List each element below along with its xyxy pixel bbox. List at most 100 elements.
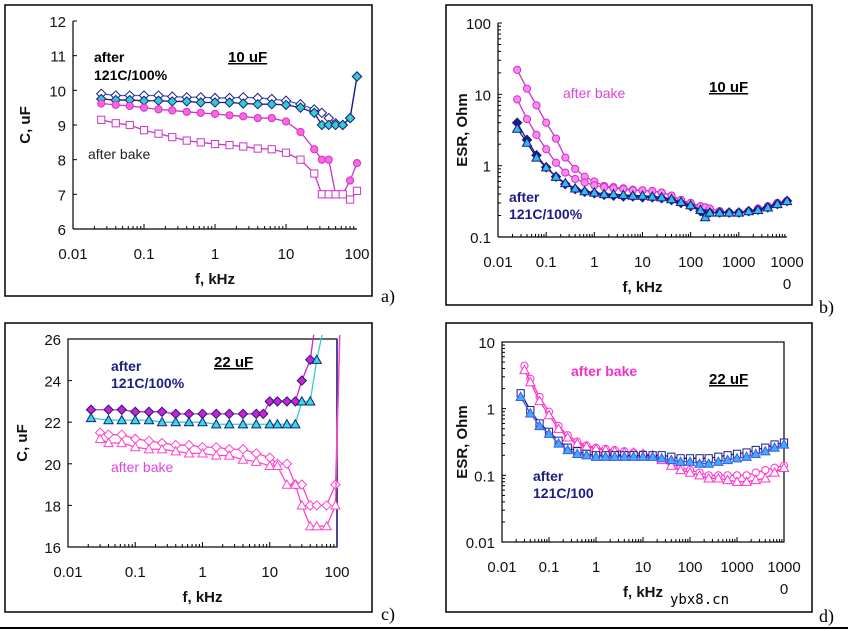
data-point	[281, 478, 293, 489]
data-point	[694, 457, 706, 468]
panel-a-title: 10 uF	[228, 49, 267, 66]
data-point	[103, 414, 114, 425]
panel-c-y-tick-label: 24	[44, 374, 61, 391]
data-point	[511, 123, 523, 133]
data-point	[239, 142, 248, 151]
panel-a-x-tick-label: 100	[344, 246, 369, 263]
data-point	[239, 112, 248, 121]
data-point	[237, 408, 249, 420]
data-point	[210, 449, 222, 460]
data-point	[750, 448, 762, 458]
data-point	[156, 416, 168, 427]
data-point	[223, 418, 235, 429]
panel-a-y-tick-label: 9	[58, 118, 66, 135]
panel-a-annotation-bake: after bake	[88, 146, 150, 162]
data-point	[778, 462, 790, 472]
data-point	[237, 454, 249, 464]
panel-label-c: c)	[381, 604, 395, 625]
panel-c-x-tick-label: 0.01	[53, 564, 82, 581]
data-point	[532, 101, 541, 110]
data-point	[210, 139, 220, 149]
data-point	[272, 396, 283, 407]
data-point	[741, 476, 753, 486]
data-point	[271, 460, 283, 470]
data-point	[534, 420, 546, 431]
panel-d-y-tick-label: 1	[487, 402, 495, 419]
data-point	[143, 443, 155, 454]
data-point	[310, 145, 319, 154]
panel-c-x-axis-title: f, kHz	[182, 589, 222, 606]
data-point	[588, 186, 600, 197]
data-point	[316, 119, 328, 131]
data-point	[656, 191, 668, 202]
data-point	[143, 414, 155, 425]
panel-c-title: 22 uF	[214, 354, 253, 371]
data-point	[733, 206, 745, 217]
data-point	[694, 469, 706, 480]
panel-a-x-tick-label: 0.1	[134, 246, 155, 263]
data-point	[317, 155, 326, 164]
panel-a-annotation-condition: 121C/100%	[94, 67, 168, 83]
data-point	[600, 451, 612, 461]
data-point	[762, 201, 774, 212]
data-point	[534, 395, 546, 406]
data-point	[759, 472, 771, 483]
data-point	[116, 437, 128, 448]
panel-d-x-axis-title: f, kHz	[623, 584, 663, 601]
data-point	[513, 95, 522, 104]
data-point	[156, 406, 168, 418]
data-point	[195, 97, 207, 108]
data-point	[323, 119, 335, 131]
data-point	[103, 437, 114, 448]
data-point	[684, 466, 696, 477]
data-point	[125, 120, 134, 130]
panel-c-series	[85, 334, 341, 547]
panel-d-x-tick-label: 1	[592, 559, 600, 576]
panel-b-x-tick-label: 0.01	[483, 254, 512, 271]
data-point	[346, 176, 355, 185]
data-point	[704, 206, 716, 217]
data-point	[618, 451, 630, 461]
series-line	[101, 102, 358, 195]
series-line	[101, 76, 358, 126]
data-point	[331, 190, 340, 199]
data-point	[139, 103, 149, 112]
data-point	[250, 418, 262, 429]
data-point	[281, 117, 291, 126]
data-point	[223, 408, 235, 420]
panel-a-frame	[4, 4, 373, 297]
data-point	[321, 500, 332, 511]
data-point	[580, 178, 589, 187]
panel-d-x-tick-label: 0.01	[487, 559, 516, 576]
data-point	[296, 395, 308, 406]
panel-a-y-tick-label: 6	[58, 222, 66, 239]
data-point	[209, 97, 221, 108]
panel-a-y-tick-label: 12	[49, 14, 66, 31]
data-point	[524, 376, 536, 387]
panel-d-x-tick-label: 0.1	[539, 559, 560, 576]
data-point	[111, 100, 120, 109]
data-point	[524, 407, 536, 418]
data-point	[722, 454, 734, 465]
data-point	[579, 185, 591, 196]
data-point	[267, 113, 276, 123]
data-point	[210, 418, 222, 429]
panel-d-frame	[445, 322, 813, 613]
data-point	[561, 153, 570, 162]
data-point	[344, 112, 356, 124]
data-point	[608, 188, 619, 199]
data-point	[759, 445, 771, 456]
panel-a-y-tick-label: 11	[50, 49, 66, 66]
panel-label-d: d)	[819, 606, 834, 627]
data-point	[637, 451, 649, 461]
panel-d-y-tick-label: 0.1	[474, 468, 495, 485]
data-point	[296, 375, 308, 386]
data-point	[166, 96, 178, 107]
panel-d-series	[515, 361, 790, 486]
panel-d-annotation-after: after	[533, 468, 564, 484]
data-point	[562, 444, 574, 455]
data-point	[513, 65, 522, 75]
data-point	[304, 395, 316, 406]
data-point	[581, 449, 593, 460]
data-point	[224, 97, 235, 108]
